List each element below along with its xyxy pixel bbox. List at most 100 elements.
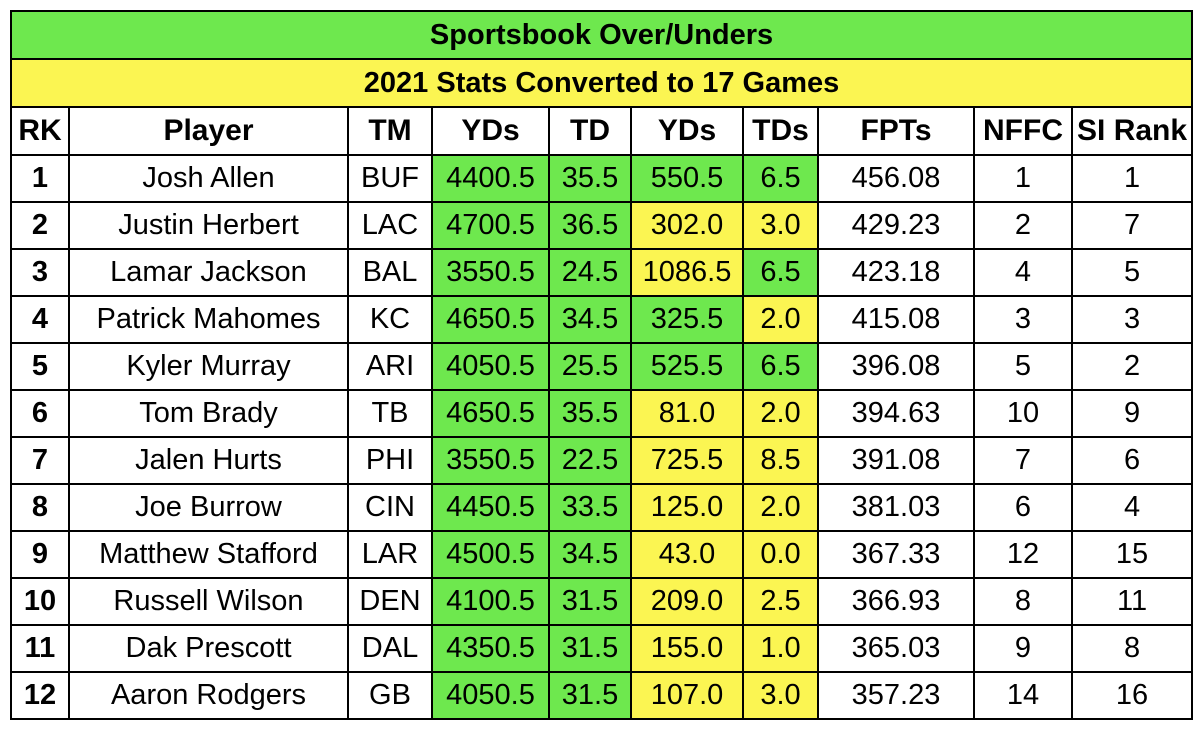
player-cell: Joe Burrow: [68, 483, 349, 532]
fpts-cell: 415.08: [817, 295, 975, 344]
si-rank-cell: 5: [1070, 248, 1194, 297]
column-header-fpts: FPTs: [817, 106, 975, 156]
table-row: 2 Justin Herbert LAC 4700.5 36.5 302.0 3.0 429.…: [10, 201, 1194, 250]
rush-tds-cell: 0.0: [742, 530, 819, 579]
rush-tds-cell: 1.0: [742, 624, 819, 673]
rush-tds-cell: 6.5: [742, 248, 819, 297]
si-rank-cell: 2: [1070, 342, 1194, 391]
column-header-rush-tds: TDs: [742, 106, 819, 156]
rush-tds-cell: 2.0: [742, 295, 819, 344]
table-row: 8 Joe Burrow CIN 4450.5 33.5 125.0 2.0 381.03 6 4: [10, 483, 1194, 532]
team-cell: BUF: [347, 154, 433, 203]
team-cell: BAL: [347, 248, 433, 297]
rush-tds-cell: 6.5: [742, 154, 819, 203]
nffc-cell: 12: [973, 530, 1073, 579]
nffc-cell: 5: [973, 342, 1073, 391]
pass-yds-cell: 4350.5: [431, 624, 550, 673]
si-rank-cell: 11: [1070, 577, 1194, 626]
pass-yds-cell: 3550.5: [431, 248, 550, 297]
fpts-cell: 365.03: [817, 624, 975, 673]
player-cell: Russell Wilson: [68, 577, 349, 626]
nffc-cell: 9: [973, 624, 1073, 673]
rush-yds-cell: 1086.5: [630, 248, 744, 297]
player-cell: Josh Allen: [68, 154, 349, 203]
fpts-cell: 456.08: [817, 154, 975, 203]
table-row: 3 Lamar Jackson BAL 3550.5 24.5 1086.5 6.5 423.…: [10, 248, 1194, 297]
table-row: 7 Jalen Hurts PHI 3550.5 22.5 725.5 8.5 391.08 7…: [10, 436, 1194, 485]
fpts-cell: 391.08: [817, 436, 975, 485]
rank-cell: 6: [10, 389, 70, 438]
rush-yds-cell: 125.0: [630, 483, 744, 532]
pass-yds-cell: 4050.5: [431, 342, 550, 391]
rank-cell: 1: [10, 154, 70, 203]
pass-yds-cell: 4050.5: [431, 671, 550, 720]
column-header-rk: RK: [10, 106, 70, 156]
nffc-cell: 6: [973, 483, 1073, 532]
rank-cell: 12: [10, 671, 70, 720]
pass-td-cell: 34.5: [548, 295, 632, 344]
si-rank-cell: 16: [1070, 671, 1194, 720]
table-row: 10 Russell Wilson DEN 4100.5 31.5 209.0 2.5 366…: [10, 577, 1194, 626]
column-header-pass-td: TD: [548, 106, 632, 156]
rush-tds-cell: 2.0: [742, 389, 819, 438]
team-cell: KC: [347, 295, 433, 344]
rush-yds-cell: 302.0: [630, 201, 744, 250]
rush-tds-cell: 3.0: [742, 671, 819, 720]
si-rank-cell: 15: [1070, 530, 1194, 579]
table-row: 11 Dak Prescott DAL 4350.5 31.5 155.0 1.0 365.0…: [10, 624, 1194, 673]
rank-cell: 11: [10, 624, 70, 673]
nffc-cell: 7: [973, 436, 1073, 485]
pass-td-cell: 33.5: [548, 483, 632, 532]
rush-tds-cell: 3.0: [742, 201, 819, 250]
fpts-cell: 394.63: [817, 389, 975, 438]
header-row: RK Player TM YDs TD YDs TDs FPTs NFFC SI…: [10, 106, 1194, 156]
si-rank-cell: 3: [1070, 295, 1194, 344]
player-cell: Patrick Mahomes: [68, 295, 349, 344]
rank-cell: 3: [10, 248, 70, 297]
rank-cell: 5: [10, 342, 70, 391]
table-row: 12 Aaron Rodgers GB 4050.5 31.5 107.0 3.0 357.2…: [10, 671, 1194, 720]
pass-yds-cell: 4700.5: [431, 201, 550, 250]
pass-yds-cell: 4450.5: [431, 483, 550, 532]
nffc-cell: 1: [973, 154, 1073, 203]
player-cell: Lamar Jackson: [68, 248, 349, 297]
pass-yds-cell: 4650.5: [431, 389, 550, 438]
table-row: 9 Matthew Stafford LAR 4500.5 34.5 43.0 0.0 367…: [10, 530, 1194, 579]
rush-yds-cell: 209.0: [630, 577, 744, 626]
stats-table-container: Sportsbook Over/Unders 2021 Stats Conver…: [9, 10, 1194, 720]
fpts-cell: 396.08: [817, 342, 975, 391]
table-row: 5 Kyler Murray ARI 4050.5 25.5 525.5 6.5 396.08…: [10, 342, 1194, 391]
pass-td-cell: 35.5: [548, 154, 632, 203]
rush-yds-cell: 43.0: [630, 530, 744, 579]
pass-yds-cell: 4500.5: [431, 530, 550, 579]
player-cell: Matthew Stafford: [68, 530, 349, 579]
fpts-cell: 367.33: [817, 530, 975, 579]
team-cell: CIN: [347, 483, 433, 532]
player-cell: Jalen Hurts: [68, 436, 349, 485]
pass-td-cell: 22.5: [548, 436, 632, 485]
rush-yds-cell: 81.0: [630, 389, 744, 438]
table-row: 1 Josh Allen BUF 4400.5 35.5 550.5 6.5 456.08 1 1: [10, 154, 1194, 203]
team-cell: DAL: [347, 624, 433, 673]
team-cell: LAC: [347, 201, 433, 250]
nffc-cell: 14: [973, 671, 1073, 720]
over-unders-table: Sportsbook Over/Unders 2021 Stats Conver…: [9, 10, 1194, 720]
nffc-cell: 8: [973, 577, 1073, 626]
pass-yds-cell: 3550.5: [431, 436, 550, 485]
nffc-cell: 2: [973, 201, 1073, 250]
pass-td-cell: 34.5: [548, 530, 632, 579]
pass-yds-cell: 4400.5: [431, 154, 550, 203]
pass-td-cell: 36.5: [548, 201, 632, 250]
table-title: Sportsbook Over/Unders: [9, 10, 1194, 60]
nffc-cell: 4: [973, 248, 1073, 297]
column-header-player: Player: [68, 106, 349, 156]
pass-yds-cell: 4650.5: [431, 295, 550, 344]
team-cell: TB: [347, 389, 433, 438]
team-cell: LAR: [347, 530, 433, 579]
rush-tds-cell: 2.0: [742, 483, 819, 532]
pass-td-cell: 35.5: [548, 389, 632, 438]
player-cell: Aaron Rodgers: [68, 671, 349, 720]
table-row: 4 Patrick Mahomes KC 4650.5 34.5 325.5 2.0 415.…: [10, 295, 1194, 344]
si-rank-cell: 8: [1070, 624, 1194, 673]
pass-td-cell: 31.5: [548, 624, 632, 673]
